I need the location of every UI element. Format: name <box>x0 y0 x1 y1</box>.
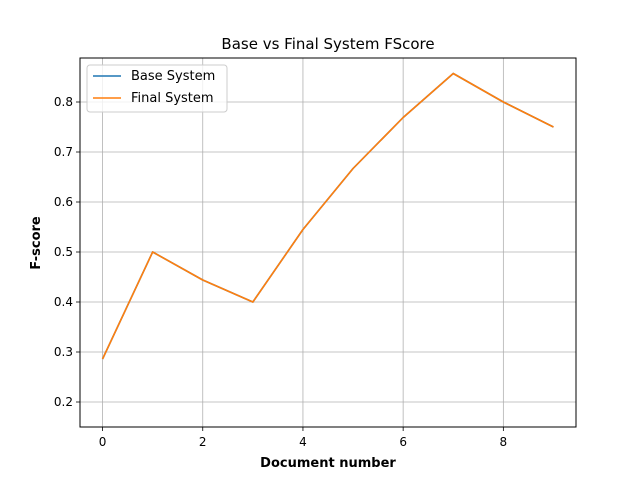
legend: Base System Final System <box>86 64 228 113</box>
y-tick-label: 0.8 <box>54 95 73 109</box>
chart-title: Base vs Final System FScore <box>221 35 434 53</box>
y-tick-label: 0.3 <box>54 345 73 359</box>
y-tick-label: 0.2 <box>54 395 73 409</box>
x-axis-ticks: 0 2 4 6 8 <box>99 427 507 449</box>
x-tick-label: 8 <box>500 435 508 449</box>
x-tick-label: 2 <box>199 435 207 449</box>
x-tick-label: 0 <box>99 435 107 449</box>
series-lines <box>101 72 554 360</box>
legend-label-final-system: Final System <box>131 91 214 106</box>
plot-area-frame <box>79 57 577 428</box>
y-tick-label: 0.7 <box>54 145 73 159</box>
x-axis-title: Document number <box>260 456 396 471</box>
y-tick-label: 0.4 <box>54 295 73 309</box>
y-tick-label: 0.6 <box>54 195 73 209</box>
series-line-final-system <box>101 72 554 360</box>
grid-lines <box>80 58 576 427</box>
y-axis-title: F-score <box>29 216 44 270</box>
legend-label-base-system: Base System <box>131 69 215 84</box>
y-tick-label: 0.5 <box>54 245 73 259</box>
x-tick-label: 6 <box>399 435 407 449</box>
x-tick-label: 4 <box>299 435 307 449</box>
y-axis-ticks: 0.2 0.3 0.4 0.5 0.6 0.7 0.8 <box>54 95 80 409</box>
legend-box <box>86 64 228 113</box>
